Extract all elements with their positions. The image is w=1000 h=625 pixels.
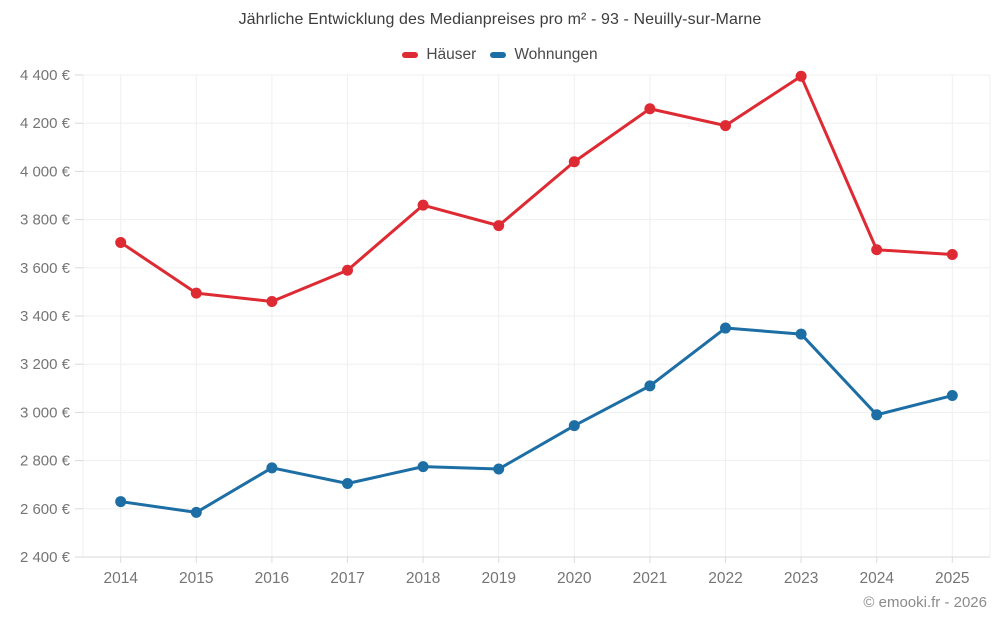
y-tick-label: 4 400 €	[20, 67, 71, 84]
haeuser-series-swatch-icon	[402, 52, 419, 58]
data-point	[644, 380, 656, 392]
y-gridlines	[83, 74, 990, 510]
series-wohnungen	[115, 322, 958, 518]
x-tick-label: 2023	[784, 570, 818, 587]
data-point	[190, 287, 202, 299]
legend-label: Wohnungen	[514, 46, 598, 63]
series-h-user	[115, 70, 958, 308]
y-tick-label: 2 600 €	[20, 501, 71, 518]
x-tick-label: 2015	[179, 570, 213, 587]
legend-item-wohnungen[interactable]: Wohnungen	[490, 46, 598, 64]
data-point	[720, 120, 731, 132]
x-tick-label: 2014	[103, 570, 138, 587]
data-point	[266, 296, 278, 308]
data-point	[946, 390, 958, 402]
data-point	[190, 506, 202, 518]
data-point	[568, 420, 580, 432]
series-line	[119, 74, 954, 304]
data-point	[115, 496, 127, 508]
wohnungen-series-swatch-icon	[490, 52, 507, 58]
y-tick-label: 3 800 €	[20, 212, 71, 229]
legend-item-haeuser[interactable]: Häuser	[402, 46, 476, 64]
y-tick-label: 3 600 €	[20, 260, 71, 277]
y-tick-label: 3 400 €	[20, 308, 71, 325]
data-point	[417, 461, 429, 473]
data-point	[493, 463, 505, 475]
credit-text: © emooki.fr - 2026	[863, 594, 987, 611]
x-tick-label: 2022	[708, 570, 742, 587]
x-tick-label: 2024	[859, 570, 894, 587]
data-point	[417, 199, 429, 211]
y-tick-label: 3 200 €	[20, 356, 71, 373]
y-tick-label: 2 800 €	[20, 453, 71, 470]
data-point	[115, 236, 127, 248]
legend-label: Häuser	[426, 46, 477, 63]
data-point	[644, 103, 656, 115]
chart-title: Jährliche Entwicklung des Medianpreises …	[238, 11, 762, 28]
x-tick-label: 2019	[481, 570, 515, 587]
axis-labels: 2 400 € 2 600 € 2 800 € 3 000 € 3 200 € 3 400…	[20, 67, 970, 587]
data-point	[720, 322, 731, 334]
data-point	[342, 477, 353, 489]
data-point	[342, 264, 353, 276]
data-point	[795, 70, 807, 82]
y-tick-label: 2 400 €	[20, 549, 71, 566]
data-point	[795, 328, 807, 340]
series-line	[119, 326, 954, 514]
chart-legend: Häuser Wohnungen	[0, 46, 1000, 64]
data-point	[871, 244, 883, 256]
y-tick-label: 3 000 €	[20, 404, 71, 421]
data-point	[493, 220, 505, 232]
data-point	[266, 462, 278, 474]
data-point	[871, 409, 883, 421]
x-tick-label: 2021	[633, 570, 667, 587]
x-tick-label: 2025	[935, 570, 969, 587]
y-tick-label: 4 000 €	[20, 163, 71, 180]
x-tick-label: 2020	[557, 570, 592, 587]
x-tick-label: 2018	[406, 570, 440, 587]
x-tick-label: 2017	[330, 570, 364, 587]
y-tick-label: 4 200 €	[20, 115, 71, 132]
axes	[75, 74, 990, 563]
data-point	[568, 156, 580, 168]
x-tick-label: 2016	[255, 570, 289, 587]
data-point	[946, 249, 958, 261]
